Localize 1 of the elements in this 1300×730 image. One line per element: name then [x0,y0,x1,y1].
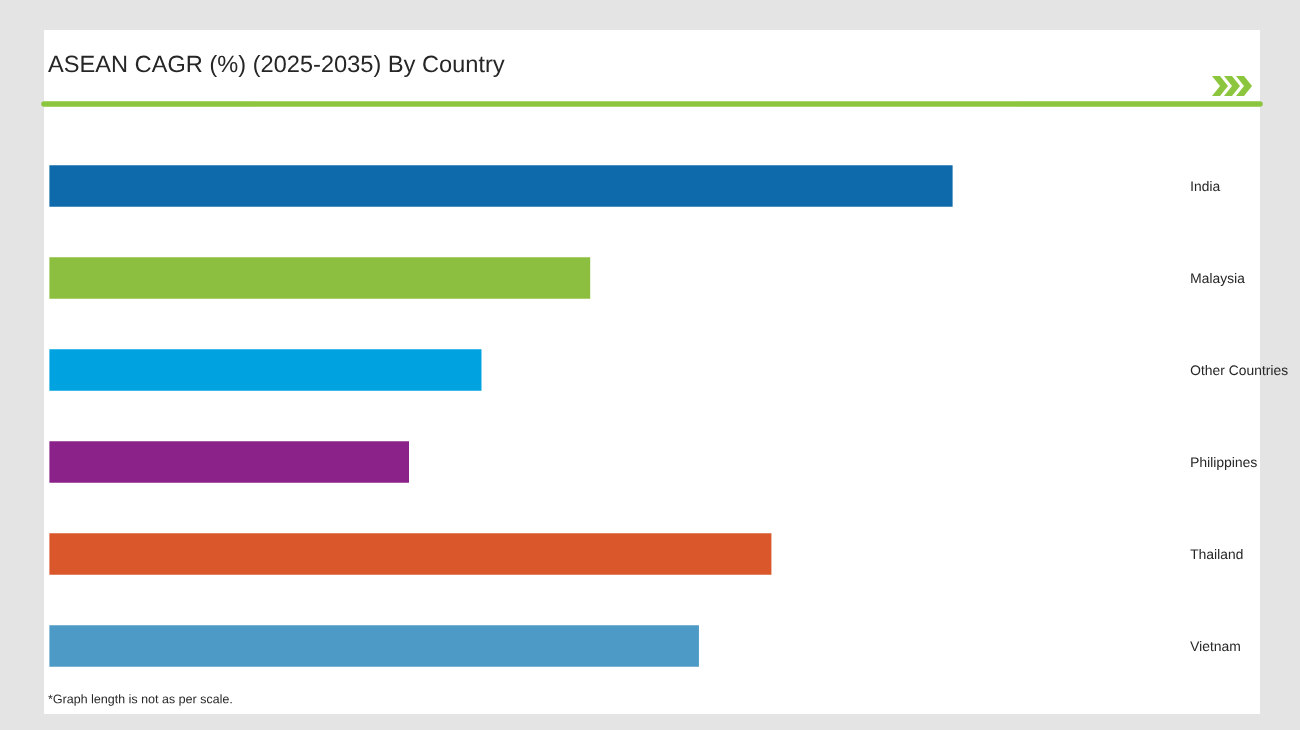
chart-title: ASEAN CAGR (%) (2025-2035) By Country [48,55,505,78]
